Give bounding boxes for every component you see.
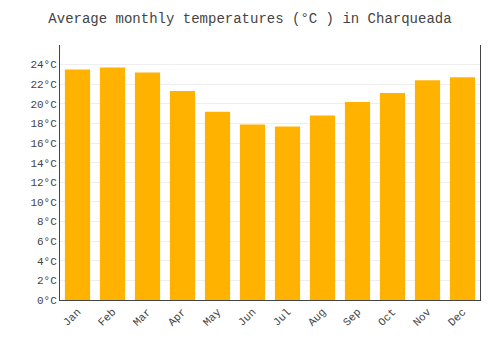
svg-text:12°C: 12°C xyxy=(30,177,57,189)
svg-text:6°C: 6°C xyxy=(37,236,57,248)
svg-text:0°C: 0°C xyxy=(37,295,57,307)
svg-text:18°C: 18°C xyxy=(30,118,57,130)
svg-text:16°C: 16°C xyxy=(30,138,57,150)
svg-text:Aug: Aug xyxy=(306,306,328,328)
svg-text:24°C: 24°C xyxy=(30,59,57,71)
svg-text:2°C: 2°C xyxy=(37,275,57,287)
svg-text:14°C: 14°C xyxy=(30,158,57,170)
svg-text:20°C: 20°C xyxy=(30,99,57,111)
svg-text:Nov: Nov xyxy=(411,306,434,329)
svg-text:10°C: 10°C xyxy=(30,197,57,209)
svg-text:Sep: Sep xyxy=(341,306,363,328)
svg-text:Dec: Dec xyxy=(446,306,468,328)
svg-text:22°C: 22°C xyxy=(30,79,57,91)
svg-text:Jun: Jun xyxy=(236,306,258,328)
svg-text:Jan: Jan xyxy=(61,306,83,328)
svg-text:Mar: Mar xyxy=(131,306,153,328)
svg-text:Oct: Oct xyxy=(376,306,398,328)
svg-text:Jul: Jul xyxy=(271,306,293,328)
svg-text:8°C: 8°C xyxy=(37,216,57,228)
svg-text:4°C: 4°C xyxy=(37,256,57,268)
svg-text:Feb: Feb xyxy=(96,306,118,328)
svg-text:May: May xyxy=(201,306,224,329)
svg-text:Apr: Apr xyxy=(166,306,188,328)
svg-text:Average monthly temperatures (: Average monthly temperatures (°C ) in Ch… xyxy=(48,11,451,27)
